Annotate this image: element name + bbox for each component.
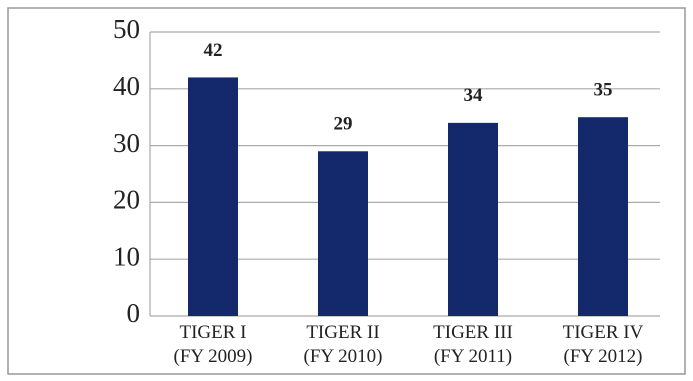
- y-tick-label: 0: [127, 298, 141, 328]
- value-label: 29: [334, 114, 353, 135]
- x-tick-label: TIGER II (FY 2010): [303, 322, 383, 367]
- bar: [448, 122, 498, 316]
- bar: [578, 117, 628, 316]
- value-label: 34: [464, 85, 484, 106]
- y-tick-label: 40: [113, 71, 140, 101]
- value-label: 35: [594, 80, 613, 101]
- x-tick-label: TIGER III (FY 2011): [433, 322, 513, 367]
- value-label: 42: [204, 40, 223, 61]
- x-tick-label: TIGER I (FY 2009): [173, 322, 253, 367]
- chart-border: [7, 7, 686, 375]
- bar: [318, 151, 368, 316]
- y-tick-label: 20: [113, 185, 140, 215]
- y-tick-label: 50: [113, 14, 140, 44]
- y-tick-label: 30: [113, 128, 140, 158]
- x-tick-label: TIGER IV (FY 2012): [562, 322, 644, 367]
- y-tick-label: 10: [113, 241, 140, 271]
- bar: [188, 77, 238, 316]
